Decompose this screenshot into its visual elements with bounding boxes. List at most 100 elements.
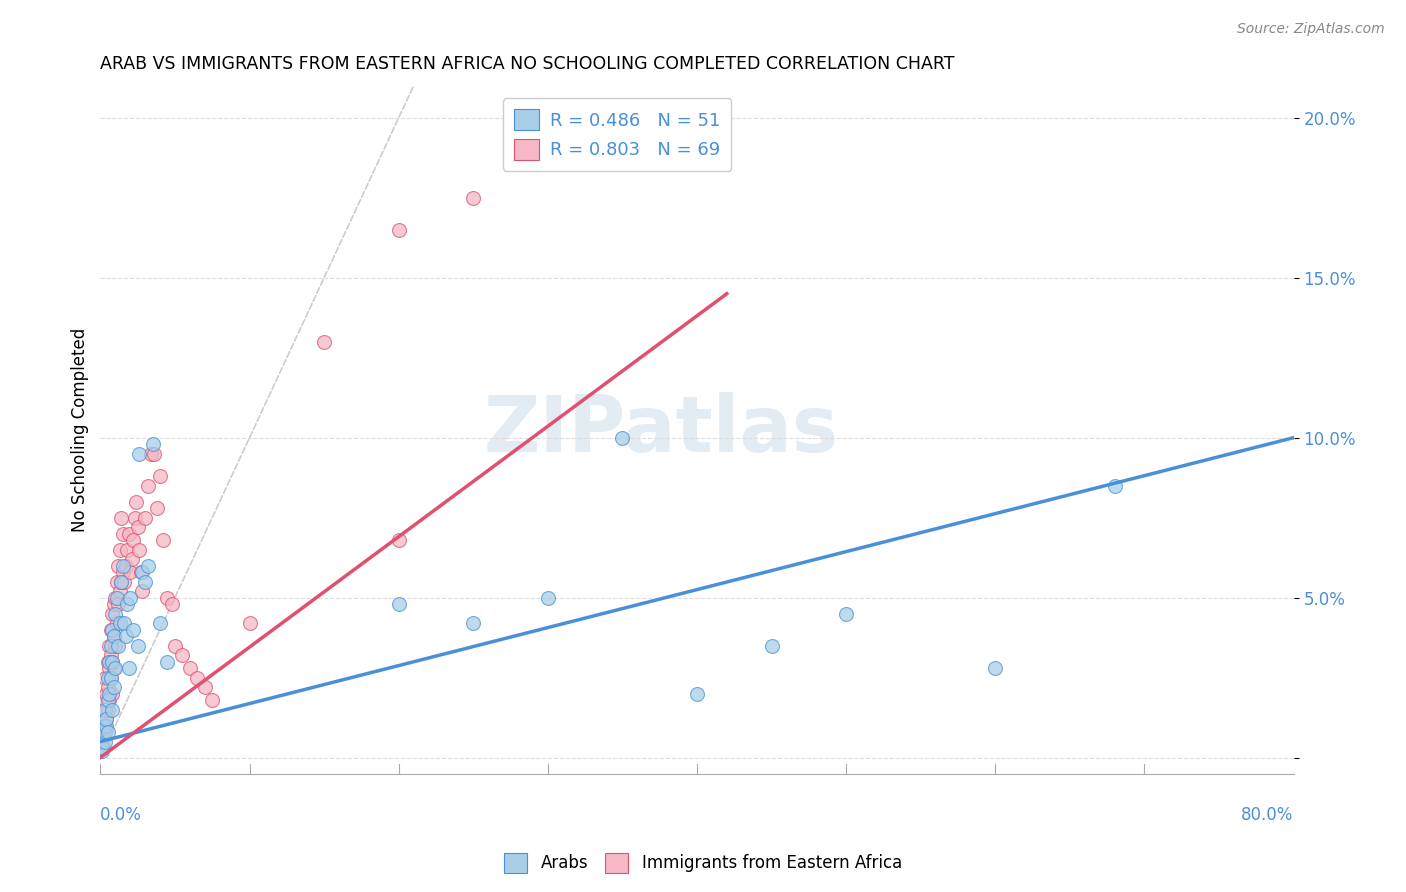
Text: 0.0%: 0.0% (100, 805, 142, 823)
Point (118, 661, 141, 675)
Point (112, 616, 135, 631)
Point (103, 629, 125, 643)
Point (97, 671, 120, 685)
Point (94, 718, 117, 732)
Point (94, 671, 117, 685)
Point (101, 687, 124, 701)
Point (94, 734, 117, 748)
Point (90, 734, 112, 748)
Point (160, 597, 183, 611)
Point (110, 574, 132, 589)
Legend: R = 0.486   N = 51, R = 0.803   N = 69: R = 0.486 N = 51, R = 0.803 N = 69 (503, 98, 731, 170)
Point (127, 520, 149, 534)
Point (115, 597, 138, 611)
Point (314, 334, 336, 349)
Point (142, 437, 165, 451)
Point (107, 597, 129, 611)
Point (121, 552, 143, 566)
Point (120, 565, 142, 579)
Point (94, 725, 117, 739)
Point (97, 702, 120, 716)
Point (388, 533, 411, 547)
Point (194, 680, 217, 694)
Point (238, 616, 260, 631)
Text: Source: ZipAtlas.com: Source: ZipAtlas.com (1237, 22, 1385, 37)
Point (107, 558, 129, 573)
Point (100, 671, 122, 685)
Point (114, 629, 136, 643)
Point (97, 693, 120, 707)
Point (96, 718, 118, 732)
Point (101, 655, 124, 669)
Point (186, 671, 208, 685)
Point (172, 648, 194, 663)
Point (686, 687, 709, 701)
Point (91, 718, 114, 732)
Point (388, 597, 411, 611)
Point (90, 744, 112, 758)
Point (103, 597, 125, 611)
Point (104, 639, 127, 653)
Point (103, 629, 125, 643)
Point (129, 565, 152, 579)
Point (136, 478, 159, 492)
Point (96, 712, 118, 726)
Point (100, 648, 122, 663)
Point (101, 623, 124, 637)
Point (98, 661, 121, 675)
Point (136, 558, 159, 573)
Point (101, 607, 124, 621)
Point (163, 639, 186, 653)
Point (134, 574, 156, 589)
Point (127, 639, 149, 653)
Point (90, 731, 112, 746)
Point (124, 510, 146, 524)
Point (118, 526, 141, 541)
Point (111, 565, 134, 579)
Point (128, 447, 150, 461)
Point (128, 542, 150, 557)
Point (108, 542, 131, 557)
Point (463, 191, 485, 205)
Point (463, 616, 485, 631)
Point (97, 655, 120, 669)
Point (105, 616, 128, 631)
Point (111, 526, 134, 541)
Y-axis label: No Schooling Completed: No Schooling Completed (72, 327, 89, 532)
Point (201, 693, 224, 707)
Point (115, 542, 138, 557)
Point (98, 639, 121, 653)
Point (120, 591, 142, 605)
Point (108, 616, 131, 631)
Point (114, 558, 136, 573)
Point (156, 655, 179, 669)
Point (984, 661, 1007, 675)
Point (156, 591, 179, 605)
Point (149, 616, 172, 631)
Point (90, 741, 112, 756)
Point (122, 533, 145, 547)
Point (97, 680, 120, 694)
Text: ZIPatlas: ZIPatlas (484, 392, 839, 467)
Text: ARAB VS IMMIGRANTS FROM EASTERN AFRICA NO SCHOOLING COMPLETED CORRELATION CHART: ARAB VS IMMIGRANTS FROM EASTERN AFRICA N… (100, 55, 955, 73)
Legend: Arabs, Immigrants from Eastern Africa: Arabs, Immigrants from Eastern Africa (498, 847, 908, 880)
Point (104, 661, 127, 675)
Text: 80.0%: 80.0% (1241, 805, 1294, 823)
Point (388, 223, 411, 237)
Point (143, 447, 166, 461)
Point (100, 671, 122, 685)
Point (122, 623, 145, 637)
Point (107, 639, 129, 653)
Point (97, 725, 120, 739)
Point (110, 574, 132, 589)
Point (179, 661, 201, 675)
Point (100, 639, 122, 653)
Point (103, 680, 125, 694)
Point (94, 702, 117, 716)
Point (108, 584, 131, 599)
Point (104, 591, 127, 605)
Point (131, 584, 153, 599)
Point (101, 655, 124, 669)
Point (101, 702, 124, 716)
Point (149, 469, 172, 483)
